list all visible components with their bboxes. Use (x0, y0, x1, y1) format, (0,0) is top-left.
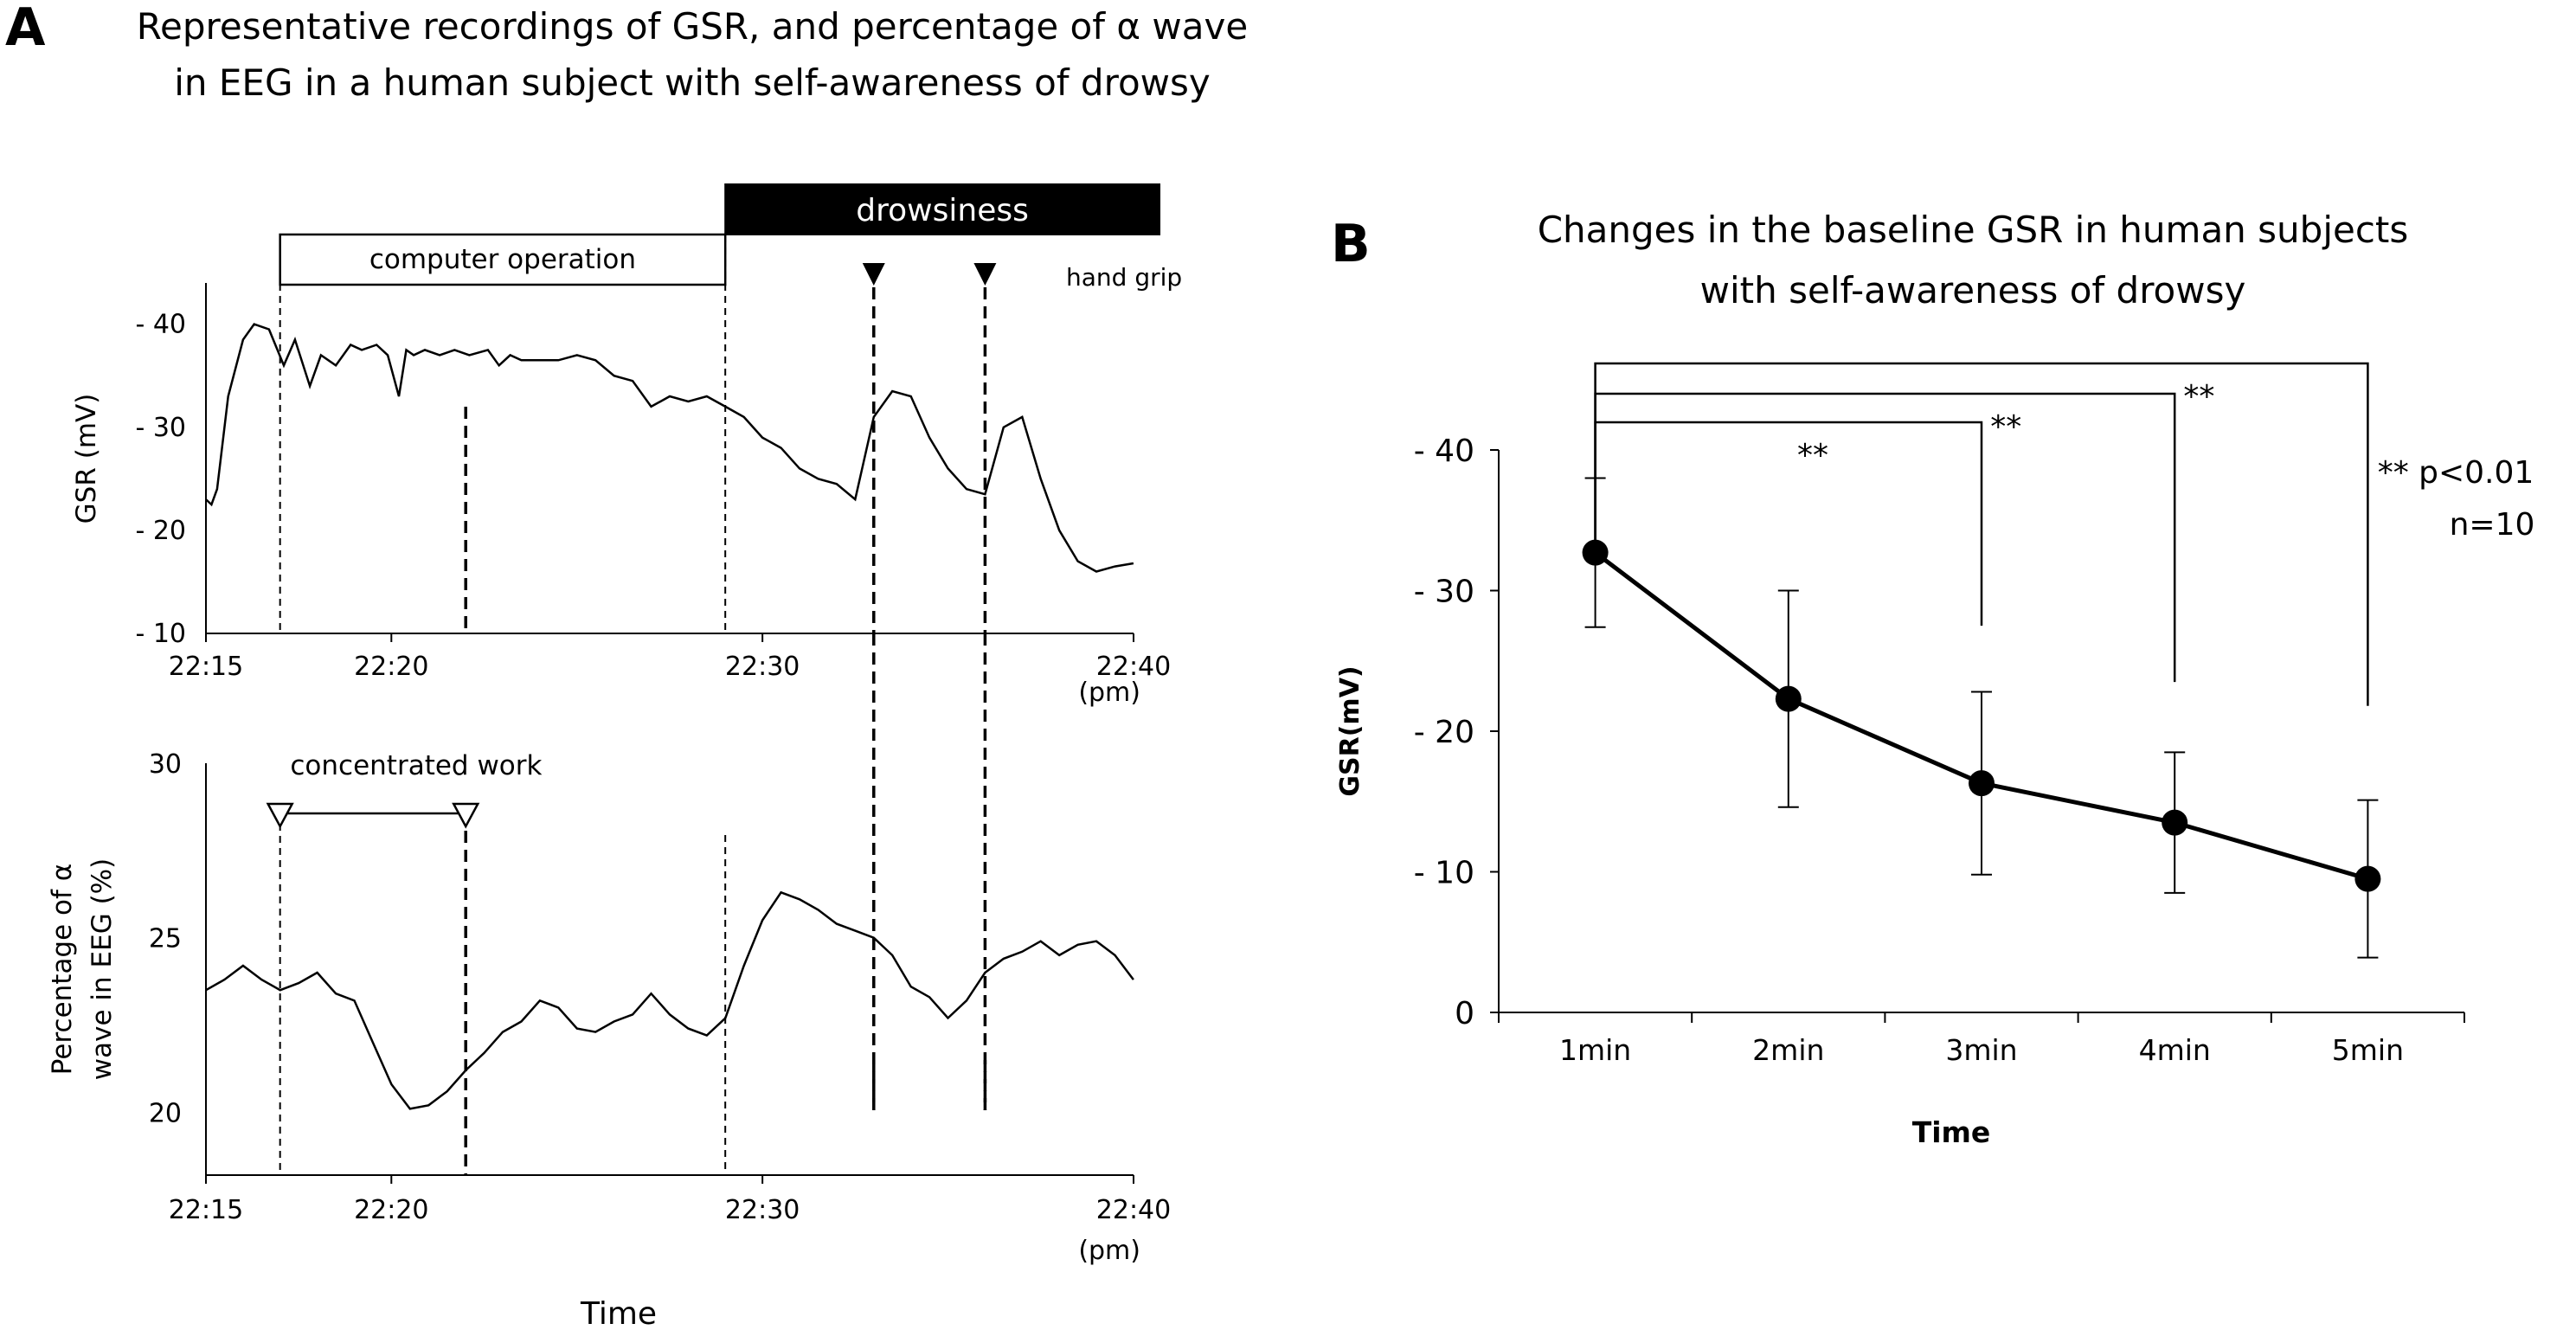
drowsiness-bar (724, 183, 1160, 235)
b-significance-bracket (1594, 362, 2369, 706)
alpha-x-tick-label: 22:30 (725, 1195, 800, 1225)
alpha-x-tick-label: 22:15 (169, 1195, 243, 1225)
hand-grip-marker (862, 263, 885, 286)
baseline-gsr-chart: Changes in the baseline GSR in human sub… (1335, 209, 2534, 1149)
b-significance-bracket (1594, 392, 2176, 683)
b-x-tick-label: 2min (1752, 1033, 1824, 1067)
concentrated-work-start-marker (266, 802, 294, 829)
hand-grip-label: hand grip (1066, 263, 1182, 292)
b-x-tick-label: 5min (2332, 1033, 2404, 1067)
alpha-y-tick-label: 20 (149, 1098, 182, 1128)
b-legend-significance: ** p<0.01 (2378, 455, 2534, 491)
b-x-tick-label: 3min (1945, 1033, 2017, 1067)
gsr-trace (205, 323, 1134, 573)
b-y-axis-title: GSR(mV) (1335, 665, 1365, 796)
gsr-x-unit-label: (pm) (1078, 678, 1140, 708)
gsr-recording-chart: - 10 - 20 - 30 - 40 22:15 22:20 22:30 22:40 co… (71, 183, 1182, 708)
b-significance-label: ** (1797, 438, 1828, 473)
alpha-x-unit-label: (pm) (1078, 1236, 1140, 1266)
panel-b-letter: B (1331, 214, 1371, 274)
gsr-x-tick-label: 22:20 (354, 652, 428, 682)
gsr-y-axis-label: GSR (mV) (71, 394, 102, 524)
alpha-x-tick-label: 22:20 (354, 1195, 428, 1225)
b-data-point (2354, 865, 2381, 892)
b-y-tick-label: - 30 (1414, 575, 1474, 610)
b-data-point (1775, 685, 1802, 712)
alpha-y-axis-label-line-2: wave in EEG (%) (87, 858, 118, 1080)
b-data-point (1582, 539, 1609, 566)
b-x-tick-label: 4min (2139, 1033, 2211, 1067)
concentrated-work-end-marker (452, 802, 480, 829)
b-significance-label: ** (1990, 409, 2021, 445)
panel-a-title-line-2: in EEG in a human subject with self-awar… (174, 61, 1210, 104)
alpha-y-axis-label-line-1: Percentage of α (47, 864, 78, 1075)
hand-grip-marker (973, 263, 997, 286)
b-significance-label: ** (2183, 379, 2214, 414)
b-x-tick-label: 1min (1559, 1033, 1631, 1067)
b-data-point (1969, 770, 1995, 797)
gsr-x-tick-label: 22:30 (725, 652, 800, 682)
gsr-x-tick-label: 22:15 (169, 652, 243, 682)
concentrated-work-label: concentrated work (290, 750, 542, 781)
alpha-wave-chart: 20 25 30 22:15 22:20 22:30 22:40 concentrated… (47, 633, 1171, 1330)
alpha-x-tick-label: 22:40 (1096, 1195, 1171, 1225)
panel-a-letter: A (5, 0, 46, 58)
alpha-wave-trace (205, 890, 1134, 1110)
b-x-axis-title: Time (1912, 1115, 1991, 1149)
b-data-point (2162, 809, 2188, 836)
computer-operation-label: computer operation (369, 244, 636, 275)
alpha-y-tick-label: 30 (149, 749, 182, 780)
b-y-tick-label: - 40 (1414, 434, 1474, 469)
gsr-y-tick-label: - 40 (135, 310, 186, 340)
panel-b-title-line-2: with self-awareness of drowsy (1700, 269, 2246, 312)
gsr-y-tick-label: - 30 (135, 413, 186, 443)
b-y-tick-label: - 10 (1414, 856, 1474, 891)
gsr-x-tick-label: 22:40 (1096, 652, 1171, 682)
gsr-y-tick-label: - 20 (135, 516, 186, 546)
computer-operation-bar (279, 233, 727, 286)
b-y-tick-label: 0 (1455, 996, 1474, 1031)
alpha-y-tick-label: 25 (149, 924, 182, 954)
drowsiness-label: drowsiness (856, 193, 1029, 228)
gsr-y-tick-label: - 10 (135, 619, 186, 649)
b-y-tick-label: - 20 (1414, 715, 1474, 750)
panel-a-x-axis-title: Time (580, 1296, 657, 1330)
panel-b-title-line-1: Changes in the baseline GSR in human sub… (1538, 209, 2409, 251)
panel-a-title-line-1: Representative recordings of GSR, and pe… (137, 5, 1248, 48)
b-legend-n: n=10 (2450, 507, 2535, 543)
